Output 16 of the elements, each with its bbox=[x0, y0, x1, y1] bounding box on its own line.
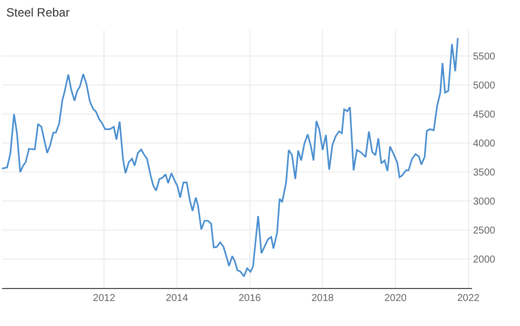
x-tick-label: 2020 bbox=[384, 293, 408, 304]
x-tick-label: 2012 bbox=[92, 293, 116, 304]
y-tick-label: 2000 bbox=[473, 254, 496, 266]
x-tick-label: 2016 bbox=[238, 293, 262, 304]
line-series bbox=[2, 37, 459, 278]
y-tick-label: 3000 bbox=[473, 196, 496, 208]
x-tick-label: 2022 bbox=[457, 293, 480, 304]
y-tick-label: 4000 bbox=[473, 138, 496, 150]
y-tick-label: 2500 bbox=[473, 226, 496, 237]
chart-title: Steel Rebar bbox=[6, 6, 70, 20]
y-tick-label: 5500 bbox=[473, 52, 496, 63]
x-tick-label: 2014 bbox=[166, 293, 188, 304]
y-tick-label: 5000 bbox=[473, 80, 496, 92]
y-tick-label: 3500 bbox=[473, 168, 496, 179]
y-tick-label: 4500 bbox=[473, 110, 496, 121]
x-tick-label: 2018 bbox=[311, 293, 334, 304]
